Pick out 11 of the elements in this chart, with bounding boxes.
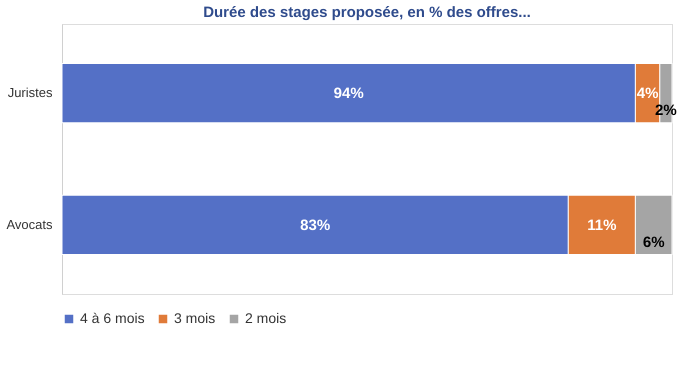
data-label: 6% (642, 234, 665, 251)
y-tick-label: Avocats (6, 216, 53, 232)
data-label: 11% (587, 216, 616, 234)
data-label: 4% (636, 85, 658, 102)
chart-title: Durée des stages proposée, en % des offres... (203, 4, 531, 21)
y-tick-label: Juristes (8, 85, 53, 100)
legend-label: 2 mois (245, 310, 286, 326)
data-label: 83% (300, 216, 330, 234)
legend-label: 4 à 6 mois (80, 310, 145, 326)
data-label: 94% (334, 85, 364, 102)
legend-label: 3 mois (174, 310, 216, 326)
